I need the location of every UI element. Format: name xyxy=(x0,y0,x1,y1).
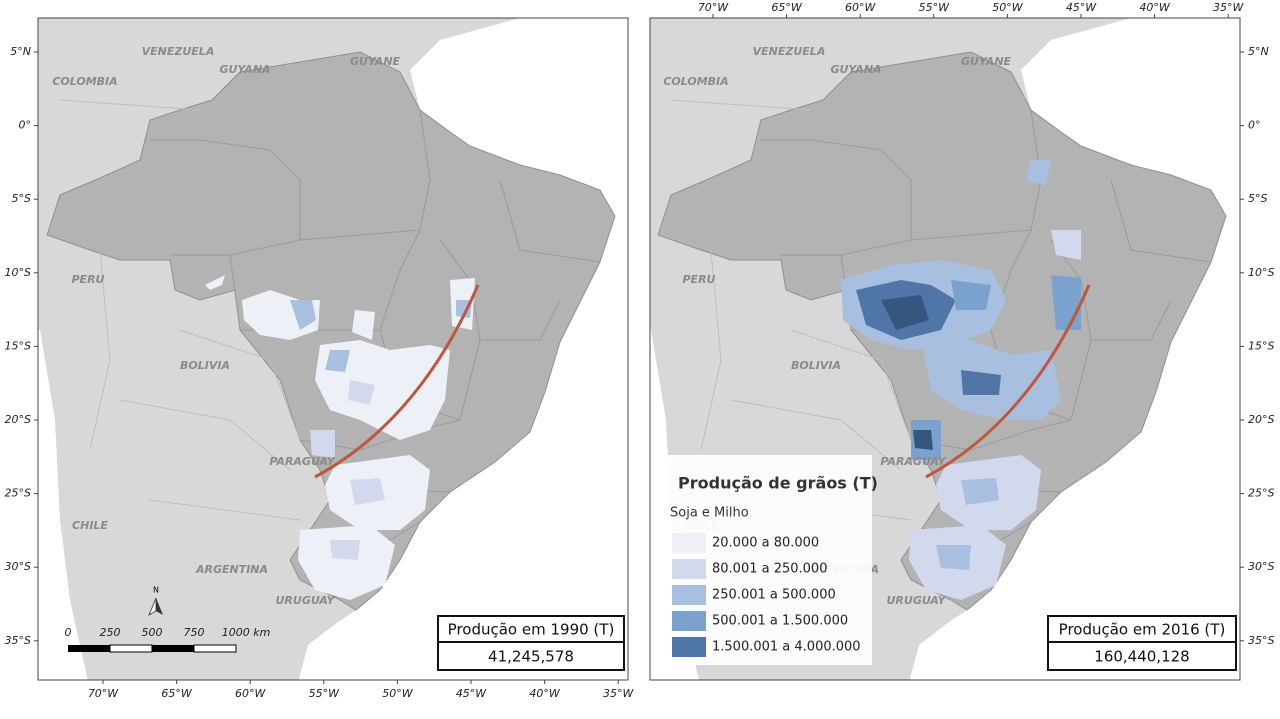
lon-label: 50°W xyxy=(382,687,413,700)
country-label: GUYANE xyxy=(961,55,1012,68)
scale-segment xyxy=(68,645,110,652)
country-label: BOLIVIA xyxy=(180,359,230,372)
map-1990 xyxy=(38,18,628,680)
country-label: ARGENTINA xyxy=(195,563,268,576)
lon-label: 70°W xyxy=(88,687,119,700)
country-label: COLOMBIA xyxy=(663,75,728,88)
scale-segment xyxy=(193,644,237,653)
lon-label: 50°W xyxy=(992,1,1023,14)
frame xyxy=(37,17,629,681)
arc xyxy=(925,284,1091,479)
lon-label: 35°W xyxy=(1213,1,1244,14)
lat-label: 15°S xyxy=(1248,339,1274,352)
lon-label: 60°W xyxy=(845,1,876,14)
lat-label: 25°S xyxy=(1248,487,1274,500)
lon-label: 55°W xyxy=(309,687,340,700)
country-label: URUGUAY xyxy=(275,594,335,607)
scale-label: 250 xyxy=(100,626,121,639)
lon-label: 65°W xyxy=(161,687,192,700)
scale-label: 750 xyxy=(184,626,205,639)
arc xyxy=(314,284,480,479)
country-label: VENEZUELA xyxy=(142,45,215,58)
lat-label: 20°S xyxy=(5,413,31,426)
lon-label: 65°W xyxy=(771,1,802,14)
production-areas xyxy=(841,160,1081,600)
lat-label: 0° xyxy=(1248,119,1261,132)
lat-label: 10°S xyxy=(5,266,31,279)
scale-label: 0 xyxy=(65,626,72,639)
lat-label: 35°S xyxy=(1248,634,1274,647)
lat-label: 5°N xyxy=(10,45,31,58)
country-label: PERU xyxy=(683,273,716,286)
lon-label: 55°W xyxy=(919,1,950,14)
lon-label: 60°W xyxy=(235,687,266,700)
legend-label: 1.500.001 a 4.000.000 xyxy=(712,640,861,655)
legend-label: 250.001 a 500.000 xyxy=(712,588,836,603)
country-label: GUYANA xyxy=(830,63,881,76)
legend-swatch xyxy=(672,637,706,657)
lat-label: 0° xyxy=(19,119,32,132)
lon-label: 40°W xyxy=(1139,1,1170,14)
country-label: PARAGUAY xyxy=(269,455,335,468)
lat-label: 30°S xyxy=(1248,560,1274,573)
legend-swatch xyxy=(672,533,706,553)
frame xyxy=(649,17,1241,681)
scale-segment xyxy=(152,645,194,652)
country-label: BOLIVIA xyxy=(791,359,841,372)
lat-label: 5°S xyxy=(12,192,31,205)
north-label: N xyxy=(153,586,159,595)
country-label: GUYANE xyxy=(350,55,401,68)
production-box: Produção em 2016 (T) 160,440,128 xyxy=(1047,615,1237,671)
country-label: PARAGUAY xyxy=(880,455,946,468)
lat-label: 10°S xyxy=(1248,266,1274,279)
scale-label: 500 xyxy=(142,626,163,639)
graticule-labels: 5°N 5°N 0° 0° 5°S 5°S 10°S 10°S 15°S 15°S 20°S 20°S… xyxy=(5,1,1275,700)
lat-label: 5°N xyxy=(1248,45,1269,58)
country-label: COLOMBIA xyxy=(52,75,117,88)
legend-subtitle: Soja e Milho xyxy=(670,506,749,521)
legend-label: 20.000 a 80.000 xyxy=(712,536,819,551)
lon-label: 40°W xyxy=(529,687,560,700)
lat-label: 15°S xyxy=(5,339,31,352)
box-value: 160,440,128 xyxy=(1094,648,1189,666)
lon-label: 45°W xyxy=(1066,1,1097,14)
lat-label: 25°S xyxy=(5,487,31,500)
production-box: Produção em 1990 (T) 41,245,578 xyxy=(437,615,625,671)
legend: Produção de grãos (T) Soja e Milho 20.00… xyxy=(668,455,878,665)
legend-swatch xyxy=(672,585,706,605)
country-label: CHILE xyxy=(72,519,108,532)
box-value: 41,245,578 xyxy=(488,648,574,666)
scale-segment xyxy=(109,644,153,653)
country-labels-left: VENEZUELA GUYANA GUYANE COLOMBIA PERU BO… xyxy=(52,45,400,607)
box-title: Produção em 2016 (T) xyxy=(1059,621,1226,639)
lat-label: 35°S xyxy=(5,634,31,647)
country-label: GUYANA xyxy=(219,63,270,76)
map-2016-inner xyxy=(650,18,1240,680)
legend-label: 500.001 a 1.500.000 xyxy=(712,614,848,629)
country-label: PERU xyxy=(72,273,105,286)
lon-label: 45°W xyxy=(456,687,487,700)
production-areas xyxy=(205,275,475,600)
map-2016 xyxy=(650,18,1240,680)
box-title: Produção em 1990 (T) xyxy=(448,621,615,639)
lat-label: 20°S xyxy=(1248,413,1274,426)
lat-label: 5°S xyxy=(1248,192,1267,205)
north-arrow: N xyxy=(148,586,163,616)
legend-title: Produção de grãos (T) xyxy=(678,474,878,493)
lon-label: 35°W xyxy=(603,687,634,700)
scale-bar: 0 250 500 750 1000 km xyxy=(65,626,271,653)
legend-label: 80.001 a 250.000 xyxy=(712,562,827,577)
legend-swatch xyxy=(672,559,706,579)
lon-label: 70°W xyxy=(698,1,729,14)
country-label: URUGUAY xyxy=(886,594,946,607)
country-label: VENEZUELA xyxy=(753,45,826,58)
lat-label: 30°S xyxy=(5,560,31,573)
scale-label: 1000 km xyxy=(222,626,271,639)
legend-swatch xyxy=(672,611,706,631)
